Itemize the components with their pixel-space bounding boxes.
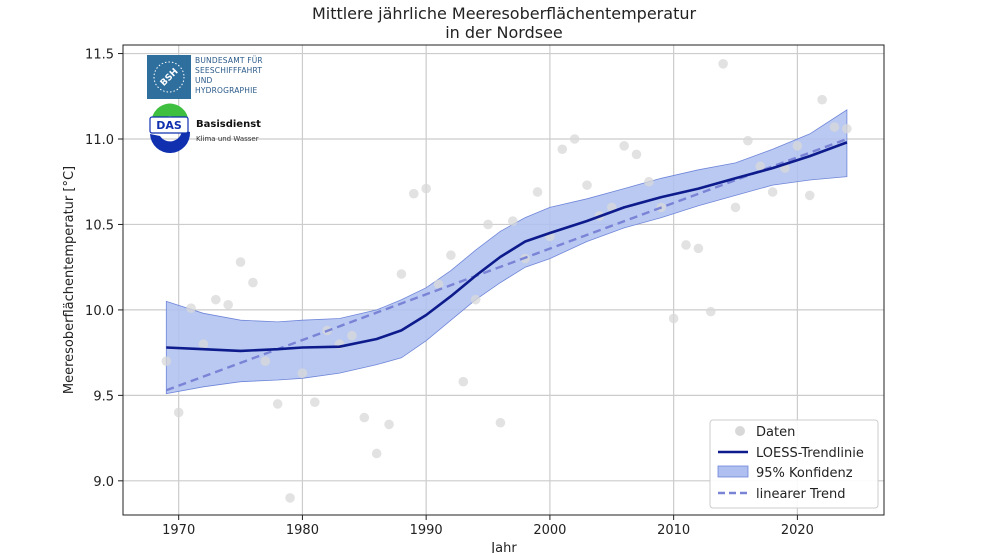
data-point — [718, 59, 728, 69]
legend-swatch-data — [735, 426, 745, 436]
data-point — [668, 313, 679, 324]
data-point — [842, 123, 852, 134]
data-point — [161, 356, 172, 366]
legend-swatch-ci — [717, 465, 749, 478]
x-tick-label: 1990 — [410, 523, 443, 538]
data-point — [755, 161, 766, 172]
legend: Daten LOESS-Trendlinie 95% Konfidenz lin… — [709, 419, 879, 509]
y-tick-label: 10.0 — [85, 304, 114, 319]
bsh-logo-text-3: UND — [195, 76, 212, 85]
data-point — [235, 257, 246, 267]
data-point — [211, 294, 221, 305]
bsh-logo-ring — [153, 61, 185, 93]
bsh-logo-text-1: BUNDESAMT FÜR — [195, 56, 263, 65]
data-point — [817, 94, 827, 105]
data-point — [582, 180, 592, 190]
data-point — [285, 493, 295, 503]
das-logo: DAS Basisdienst Klima und Wasser — [149, 103, 261, 154]
data-point — [272, 399, 283, 409]
data-point — [470, 294, 481, 305]
legend-box — [709, 419, 879, 509]
data-point — [458, 376, 469, 387]
legend-label-data: Daten — [756, 425, 795, 440]
loess-trend-line — [166, 141, 848, 353]
data-point — [408, 188, 419, 199]
data-point — [557, 144, 568, 155]
trend-lines — [165, 137, 848, 392]
data-point — [730, 202, 741, 213]
das-logo-title: Basisdienst — [196, 119, 261, 130]
data-point — [681, 240, 691, 250]
data-point — [569, 134, 580, 144]
y-tick-label: 11.5 — [85, 48, 114, 63]
data-point — [743, 135, 753, 146]
data-point — [186, 303, 196, 314]
y-tick-label: 10.5 — [85, 218, 114, 233]
y-tick-label: 9.5 — [93, 389, 114, 404]
data-point — [371, 448, 382, 459]
data-point — [619, 141, 629, 151]
data-point — [347, 330, 357, 341]
data-point — [693, 243, 704, 254]
data-point — [309, 397, 320, 408]
data-point — [507, 216, 518, 226]
y-axis-label: Meeresoberflächentemperatur [°C] — [62, 166, 77, 394]
x-tick-label: 1980 — [286, 523, 319, 538]
x-tick-label: 2020 — [781, 523, 814, 538]
axis-ticks: 1970 1980 1990 2000 2010 2020 9.0 9.5 10.0 10.5 11… — [85, 48, 814, 538]
data-point — [248, 277, 258, 288]
das-logo-blue-arc — [150, 130, 191, 154]
data-point — [483, 219, 493, 230]
chart-title-line-2: in der Nordsee — [445, 23, 563, 42]
data-point — [297, 368, 308, 378]
das-logo-badge — [149, 116, 189, 134]
data-point — [644, 176, 654, 187]
data-point — [446, 250, 456, 261]
chart-title-line-1: Mittlere jährliche Meeresoberflächentemp… — [312, 4, 697, 23]
data-point — [705, 306, 716, 317]
x-tick-label: 1970 — [162, 523, 195, 538]
legend-label-linear: linearer Trend — [756, 487, 846, 502]
data-point — [396, 269, 407, 279]
data-point — [173, 407, 184, 418]
data-point — [631, 149, 642, 160]
bsh-logo: BSH BUNDESAMT FÜR SEESCHIFFFAHRT UND HYD… — [147, 55, 263, 99]
data-point — [792, 141, 803, 151]
data-point — [198, 339, 209, 349]
bsh-logo-text-4: HYDROGRAPHIE — [195, 86, 258, 95]
das-logo-badge-text: DAS — [156, 119, 182, 132]
data-point — [767, 187, 778, 197]
data-point — [532, 187, 543, 197]
data-point — [829, 122, 840, 132]
data-point — [359, 412, 370, 423]
das-logo-subtitle: Klima und Wasser — [196, 135, 259, 143]
y-tick-label: 11.0 — [85, 133, 114, 148]
legend-label-ci: 95% Konfidenz — [756, 466, 853, 481]
data-point — [260, 356, 271, 366]
data-point — [223, 299, 233, 310]
data-point — [495, 417, 506, 428]
data-point — [804, 190, 815, 201]
data-point — [421, 183, 431, 194]
legend-label-loess: LOESS-Trendlinie — [756, 446, 864, 461]
data-point — [433, 279, 444, 290]
x-tick-label: 2010 — [657, 523, 690, 538]
x-tick-label: 2000 — [533, 523, 566, 538]
plot-frame — [122, 44, 885, 516]
bsh-logo-text-2: SEESCHIFFFAHRT — [195, 66, 262, 75]
y-tick-label: 9.0 — [93, 475, 114, 490]
x-axis-label: Jahr — [490, 541, 517, 553]
data-point — [384, 419, 394, 430]
